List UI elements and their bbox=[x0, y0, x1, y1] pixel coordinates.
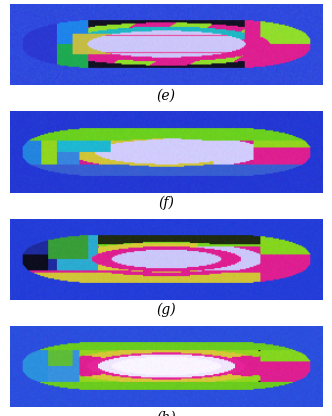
Text: (e): (e) bbox=[156, 89, 176, 103]
Text: (f): (f) bbox=[158, 196, 174, 210]
Text: (h): (h) bbox=[156, 411, 176, 416]
Text: (g): (g) bbox=[156, 303, 176, 317]
